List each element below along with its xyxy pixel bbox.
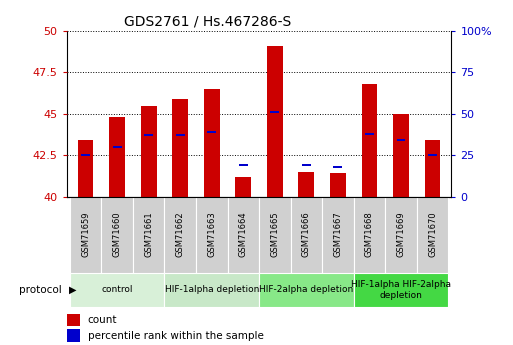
Bar <box>172 99 188 197</box>
Bar <box>239 164 248 166</box>
Bar <box>267 46 283 197</box>
Bar <box>425 140 440 197</box>
Bar <box>353 273 448 307</box>
Bar <box>385 197 417 273</box>
Bar <box>393 114 409 197</box>
Bar <box>353 197 385 273</box>
Bar <box>259 197 290 273</box>
Bar <box>70 197 102 273</box>
Bar <box>333 166 342 168</box>
Text: GSM71664: GSM71664 <box>239 212 248 257</box>
Bar <box>81 154 90 156</box>
Bar <box>365 133 374 135</box>
Text: GSM71667: GSM71667 <box>333 212 342 257</box>
Bar <box>302 164 311 166</box>
Bar <box>417 197 448 273</box>
Bar <box>78 140 93 197</box>
Text: GSM71661: GSM71661 <box>144 212 153 257</box>
Text: GSM71669: GSM71669 <box>397 212 405 257</box>
Bar <box>204 89 220 197</box>
Bar <box>362 84 378 197</box>
Bar <box>144 135 153 136</box>
Text: GSM71663: GSM71663 <box>207 212 216 257</box>
Text: count: count <box>88 315 117 325</box>
Text: GSM71668: GSM71668 <box>365 212 374 257</box>
Bar <box>228 197 259 273</box>
Text: GSM71662: GSM71662 <box>176 212 185 257</box>
Text: GSM71659: GSM71659 <box>81 212 90 257</box>
Bar <box>322 197 353 273</box>
Text: percentile rank within the sample: percentile rank within the sample <box>88 331 264 341</box>
Text: GSM71670: GSM71670 <box>428 212 437 257</box>
Bar <box>299 172 314 197</box>
Bar <box>67 329 80 342</box>
Text: GSM71665: GSM71665 <box>270 212 280 257</box>
Bar <box>428 154 437 156</box>
Text: HIF-2alpha depletion: HIF-2alpha depletion <box>259 285 353 294</box>
Bar <box>270 111 279 113</box>
Bar <box>290 197 322 273</box>
Bar <box>165 273 259 307</box>
Bar <box>207 131 216 133</box>
Bar <box>165 197 196 273</box>
Text: HIF-1alpha HIF-2alpha
depletion: HIF-1alpha HIF-2alpha depletion <box>351 280 451 299</box>
Bar <box>133 197 165 273</box>
Bar <box>109 117 125 197</box>
Bar <box>397 139 405 141</box>
Text: control: control <box>102 285 133 294</box>
Bar <box>235 177 251 197</box>
Text: GDS2761 / Hs.467286-S: GDS2761 / Hs.467286-S <box>124 14 292 29</box>
Bar <box>141 106 156 197</box>
Bar <box>113 146 122 148</box>
Text: GSM71660: GSM71660 <box>113 212 122 257</box>
Bar <box>259 273 353 307</box>
Text: GSM71666: GSM71666 <box>302 212 311 257</box>
Text: ▶: ▶ <box>69 285 77 295</box>
Bar <box>70 273 165 307</box>
Text: protocol: protocol <box>19 285 62 295</box>
Bar <box>196 197 228 273</box>
Bar <box>176 135 185 136</box>
Bar <box>330 174 346 197</box>
Text: HIF-1alpha depletion: HIF-1alpha depletion <box>165 285 259 294</box>
Bar <box>102 197 133 273</box>
Bar <box>67 314 80 326</box>
